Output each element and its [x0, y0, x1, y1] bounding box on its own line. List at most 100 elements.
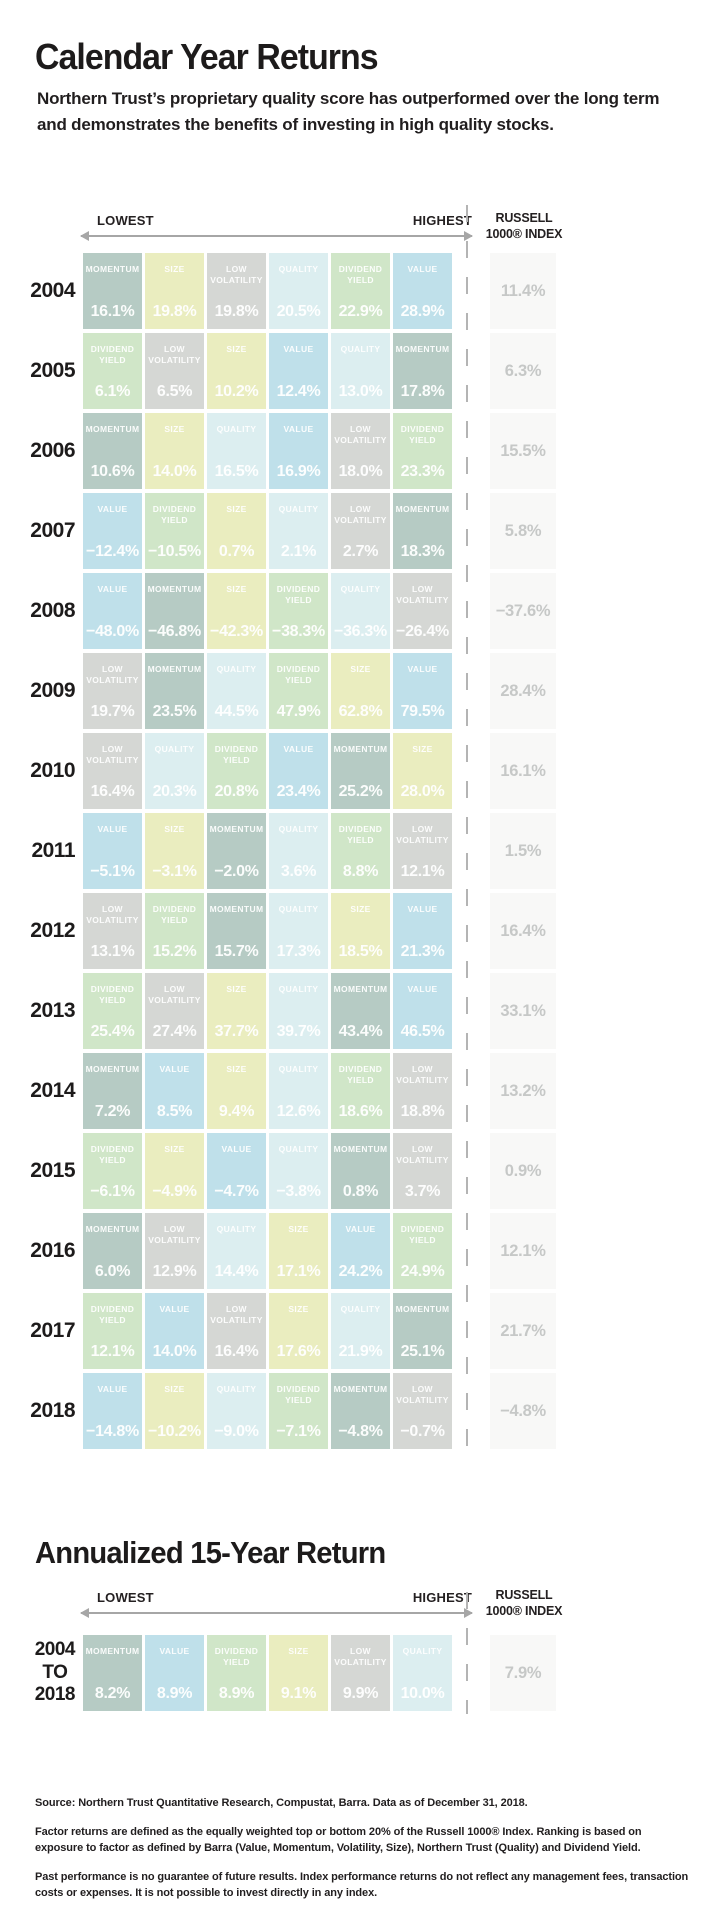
factor-return-value: 25.2% — [338, 783, 383, 800]
factor-name: DIVIDEND YIELD — [338, 264, 383, 286]
factor-return-value: −0.7% — [400, 1423, 445, 1440]
factor-name: MOMENTUM — [85, 424, 140, 434]
factor-return-value: 3.7% — [404, 1183, 441, 1200]
factor-name: SIZE — [164, 1384, 185, 1394]
factor-return-value: −46.8% — [148, 623, 201, 640]
year-row: 2016 MOMENTUM 6.0% LOW VOLATILITY 12.9% QUAL… — [0, 1213, 719, 1289]
section1-subtitle: Northern Trust’s proprietary quality sco… — [37, 89, 660, 135]
year-label: 2004 — [0, 253, 75, 329]
year-label: 2004 TO 2018 — [0, 1635, 76, 1711]
year-label: 2013 — [0, 973, 75, 1049]
russell-index-value: 6.3% — [490, 333, 556, 409]
factor-cell: SIZE 0.7% — [207, 493, 266, 569]
factor-return-value: 20.3% — [152, 783, 197, 800]
factor-return-value: 24.2% — [338, 1263, 383, 1280]
factor-return-value: −7.1% — [276, 1423, 321, 1440]
factor-return-value: 12.1% — [90, 1343, 135, 1360]
factor-cell: VALUE −12.4% — [83, 493, 142, 569]
factor-return-value: −26.4% — [396, 623, 449, 640]
factor-name: VALUE — [97, 824, 128, 834]
year-row: 2009 LOW VOLATILITY 19.7% MOMENTUM 23.5% QUA… — [0, 653, 719, 729]
factor-name: DIVIDEND YIELD — [276, 664, 321, 686]
factor-cell: LOW VOLATILITY 2.7% — [331, 493, 390, 569]
factor-name: DIVIDEND YIELD — [338, 824, 383, 846]
year-label: 2008 — [0, 573, 75, 649]
factor-name: MOMENTUM — [147, 664, 202, 674]
factor-name: QUALITY — [278, 824, 319, 834]
factor-return-value: −10.2% — [148, 1423, 201, 1440]
factor-name: VALUE — [345, 1224, 376, 1234]
factor-name: VALUE — [407, 264, 438, 274]
factor-name: VALUE — [159, 1646, 190, 1656]
factor-return-value: 17.8% — [400, 383, 445, 400]
russell-index-value: 15.5% — [490, 413, 556, 489]
factor-name: LOW VOLATILITY — [210, 1304, 263, 1326]
factor-name: SIZE — [226, 504, 247, 514]
year-label-text: 2018 — [30, 1399, 75, 1422]
factor-cell: DIVIDEND YIELD −10.5% — [145, 493, 204, 569]
factor-cell: MOMENTUM 25.2% — [331, 733, 390, 809]
factor-cell: DIVIDEND YIELD 8.9% — [207, 1635, 266, 1711]
factor-name: DIVIDEND YIELD — [90, 1304, 135, 1326]
factor-return-value: 27.4% — [152, 1023, 197, 1040]
year-row: 2014 MOMENTUM 7.2% VALUE 8.5% SIZE 9.4% QUALIT… — [0, 1053, 719, 1129]
factor-cell: DIVIDEND YIELD 25.4% — [83, 973, 142, 1049]
year-label: 2009 — [0, 653, 75, 729]
factor-name: QUALITY — [278, 904, 319, 914]
factor-cell: SIZE 9.4% — [207, 1053, 266, 1129]
factor-return-value: 8.9% — [218, 1685, 255, 1702]
factor-name: SIZE — [164, 1144, 185, 1154]
factor-name: VALUE — [97, 1384, 128, 1394]
factor-cells: VALUE −5.1% SIZE −3.1% MOMENTUM −2.0% QUALITY 3… — [83, 813, 452, 889]
year-row: 2010 LOW VOLATILITY 16.4% QUALITY 20.3% DIVI… — [0, 733, 719, 809]
factor-return-value: −4.9% — [152, 1183, 197, 1200]
factor-name: MOMENTUM — [209, 824, 264, 834]
lowest-highest-arrow — [80, 231, 473, 241]
factor-cell: VALUE 14.0% — [145, 1293, 204, 1369]
factor-name: MOMENTUM — [395, 1304, 450, 1314]
factor-name: MOMENTUM — [147, 584, 202, 594]
factor-return-value: −5.1% — [90, 863, 135, 880]
year-label: 2015 — [0, 1133, 75, 1209]
factor-cell: LOW VOLATILITY 3.7% — [393, 1133, 452, 1209]
year-label-text: 2017 — [30, 1319, 75, 1342]
year-row: 2017 DIVIDEND YIELD 12.1% VALUE 14.0% LOW VO… — [0, 1293, 719, 1369]
factor-return-value: 47.9% — [276, 703, 321, 720]
year-label: 2010 — [0, 733, 75, 809]
factor-cell: LOW VOLATILITY 18.0% — [331, 413, 390, 489]
year-row: 2015 DIVIDEND YIELD −6.1% SIZE −4.9% VALUE −4… — [0, 1133, 719, 1209]
russell-index-value: −37.6% — [490, 573, 556, 649]
factor-return-value: −38.3% — [272, 623, 325, 640]
factor-name: LOW VOLATILITY — [396, 1064, 449, 1086]
factor-return-value: −2.0% — [214, 863, 259, 880]
factor-name: LOW VOLATILITY — [396, 1144, 449, 1166]
factor-cell: QUALITY 13.0% — [331, 333, 390, 409]
factor-return-value: 19.8% — [152, 303, 197, 320]
russell-index-value: 0.9% — [490, 1133, 556, 1209]
factor-name: LOW VOLATILITY — [148, 344, 201, 366]
russell-index-header: RUSSELL 1000® INDEX — [478, 211, 570, 242]
factor-cell: QUALITY 3.6% — [269, 813, 328, 889]
dashed-divider-annualized — [466, 1592, 468, 1714]
year-row: 2008 VALUE −48.0% MOMENTUM −46.8% SIZE −42.3%… — [0, 573, 719, 649]
factor-cells: LOW VOLATILITY 16.4% QUALITY 20.3% DIVIDEND … — [83, 733, 452, 809]
factor-return-value: 23.5% — [152, 703, 197, 720]
year-label: 2012 — [0, 893, 75, 969]
factor-cell: SIZE −4.9% — [145, 1133, 204, 1209]
factor-return-value: 23.4% — [276, 783, 321, 800]
factor-name: MOMENTUM — [395, 504, 450, 514]
year-label-text: 2011 — [31, 839, 75, 862]
factor-return-value: 18.8% — [400, 1103, 445, 1120]
factor-return-value: 28.9% — [400, 303, 445, 320]
factor-return-value: 15.2% — [152, 943, 197, 960]
factor-cells: DIVIDEND YIELD 12.1% VALUE 14.0% LOW VOLATIL… — [83, 1293, 452, 1369]
factor-name: DIVIDEND YIELD — [214, 1646, 259, 1668]
factor-name: LOW VOLATILITY — [148, 1224, 201, 1246]
factor-name: MOMENTUM — [85, 1224, 140, 1234]
factor-cell: SIZE −3.1% — [145, 813, 204, 889]
factor-cell: DIVIDEND YIELD 18.6% — [331, 1053, 390, 1129]
factor-cell: LOW VOLATILITY 12.1% — [393, 813, 452, 889]
factor-name: MOMENTUM — [85, 264, 140, 274]
factor-cell: SIZE 28.0% — [393, 733, 452, 809]
axis-header-calendar: LOWEST HIGHEST RUSSELL 1000® INDEX — [0, 211, 719, 263]
